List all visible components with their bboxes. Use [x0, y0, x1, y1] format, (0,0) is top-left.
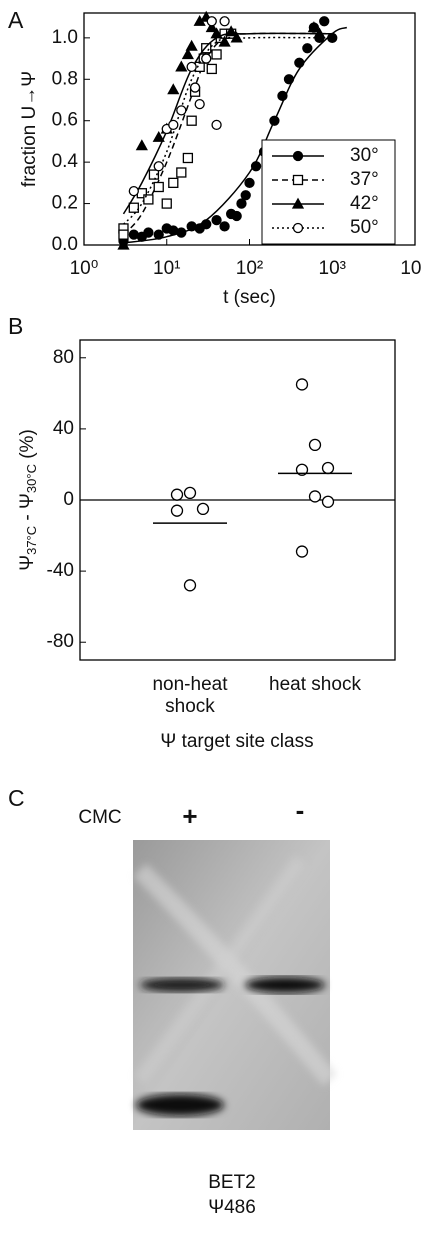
point [144, 228, 153, 237]
point [303, 44, 312, 53]
point [154, 162, 163, 171]
point [154, 183, 163, 192]
x-tick-label: 10² [236, 258, 263, 279]
point [241, 191, 250, 200]
x-tick-label: 10¹ [153, 258, 180, 279]
gel-image [133, 840, 330, 1130]
point [212, 50, 221, 59]
panel-label: A [8, 7, 24, 33]
point [162, 199, 171, 208]
point [320, 17, 329, 26]
y-tick-label: 0.6 [52, 110, 78, 131]
point [177, 106, 186, 115]
x-tick-label: heat shock [265, 674, 365, 696]
point [294, 176, 303, 185]
y-axis-label-part: - Ψ [17, 493, 38, 526]
point [177, 168, 186, 177]
point [297, 379, 308, 390]
point [207, 64, 216, 73]
y-tick-label: 40 [53, 418, 74, 439]
legend-label: 50° [350, 217, 379, 238]
figure: A B C CMC + - BET2 Ψ486 10⁰ 10¹ 10² 10³ 10⁴ 0… [0, 0, 422, 1233]
point [252, 162, 261, 171]
y-axis-label: Ψ37°C - Ψ30°C (%) [17, 429, 39, 571]
point [310, 439, 321, 450]
point [245, 178, 254, 187]
point [323, 496, 334, 507]
legend: 30° 37° 42° 50° [262, 140, 395, 244]
x-axis-label: Ψ target site class [160, 731, 313, 752]
point [129, 187, 138, 196]
point [202, 220, 211, 229]
point [129, 203, 138, 212]
point [187, 116, 196, 125]
legend-label: 42° [350, 193, 379, 214]
point [185, 487, 196, 498]
y-tick-label: 1.0 [52, 27, 78, 48]
panel-label: B [8, 313, 23, 339]
point [137, 141, 147, 150]
point [172, 489, 183, 500]
panel-label: C [8, 785, 25, 811]
lane-label: - [296, 795, 305, 825]
point [185, 580, 196, 591]
point [169, 178, 178, 187]
y-tick-label: 0 [63, 489, 74, 510]
point [278, 91, 287, 100]
gel-subcaption: Ψ486 [208, 1197, 256, 1218]
y-axis-label-part: Ψ [17, 555, 38, 571]
point [232, 212, 241, 221]
y-tick-label: 80 [53, 347, 74, 368]
point [294, 224, 303, 233]
y-axis-label: fraction U→Ψ [19, 71, 40, 187]
point [177, 228, 186, 237]
chart: A B C CMC + - BET2 Ψ486 10⁰ 10¹ 10² 10³ 10⁴ 0… [0, 0, 422, 1233]
point [119, 230, 128, 239]
point [323, 463, 334, 474]
y-tick-label: 0.4 [52, 151, 79, 172]
y-tick-label: -40 [47, 560, 74, 581]
point [295, 58, 304, 67]
point [183, 154, 192, 163]
x-tick-label: 10⁴ [400, 258, 422, 279]
point [168, 85, 178, 94]
y-axis-label-part: (%) [17, 429, 38, 464]
legend-label: 30° [350, 145, 379, 166]
y-axis-label-part: 37°C [24, 526, 39, 555]
point [212, 216, 221, 225]
row-label: CMC [78, 807, 121, 828]
point [220, 17, 229, 26]
point [237, 199, 246, 208]
point [176, 62, 186, 71]
point [195, 100, 204, 109]
point [191, 83, 200, 92]
point [220, 222, 229, 231]
legend-label: 37° [350, 169, 379, 190]
x-tick-label: 10⁰ [70, 258, 99, 279]
point [294, 152, 303, 161]
x-tick-label: 10³ [319, 258, 346, 279]
lane-label: + [182, 801, 197, 831]
y-tick-label: -80 [47, 631, 74, 652]
y-tick-label: 0.2 [52, 193, 78, 214]
y-axis-label-part: 30°C [24, 464, 39, 493]
point [198, 503, 209, 514]
point [284, 75, 293, 84]
point [297, 546, 308, 557]
gel-caption: BET2 [208, 1172, 256, 1193]
point [154, 230, 163, 239]
y-tick-label: 0.8 [52, 68, 78, 89]
point [212, 120, 221, 129]
point [187, 41, 197, 50]
point [310, 491, 321, 502]
point [207, 17, 216, 26]
x-axis-label: t (sec) [223, 287, 276, 308]
y-tick-label: 0.0 [52, 234, 78, 255]
x-tick-label: non-heat shock [140, 674, 240, 718]
point [187, 62, 196, 71]
point [169, 120, 178, 129]
point [172, 505, 183, 516]
point [202, 54, 211, 63]
point [270, 116, 279, 125]
